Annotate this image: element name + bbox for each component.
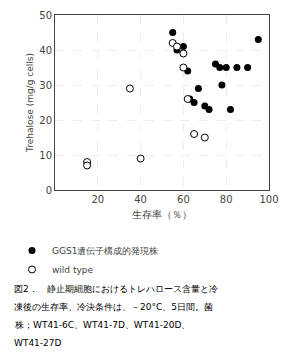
svg-text:50: 50 [39,10,52,21]
svg-text:wild type: wild type [52,265,94,275]
svg-text:30: 30 [39,80,52,91]
svg-text:20: 20 [91,194,104,205]
svg-text:Trehalose (mg/g cells): Trehalose (mg/g cells) [25,53,35,153]
svg-text:100: 100 [259,194,278,205]
svg-text:10: 10 [39,150,52,161]
svg-text:WT41-27D: WT41-27D [14,338,62,348]
svg-text:0: 0 [46,185,52,196]
svg-text:40: 40 [134,194,147,205]
svg-text:20: 20 [39,115,52,126]
svg-text:図2． 静止期細胞におけるトレハロース含量と冷: 図2． 静止期細胞におけるトレハロース含量と冷 [14,284,218,294]
svg-text:40: 40 [39,45,52,56]
svg-text:株；WT41-6C、WT41-7D、WT41-20D、: 株；WT41-6C、WT41-7D、WT41-20D、 [14,320,190,330]
svg-text:60: 60 [177,194,190,205]
svg-text:凍後の生存率、冷決条件は、－20°C、5日間。菌: 凍後の生存率、冷決条件は、－20°C、5日間。菌 [14,302,213,312]
svg-text:GGS1遺伝子構成的発現株: GGS1遺伝子構成的発現株 [52,246,158,256]
svg-text:80: 80 [220,194,233,205]
svg-text:生存率（％）: 生存率（％） [132,209,192,220]
